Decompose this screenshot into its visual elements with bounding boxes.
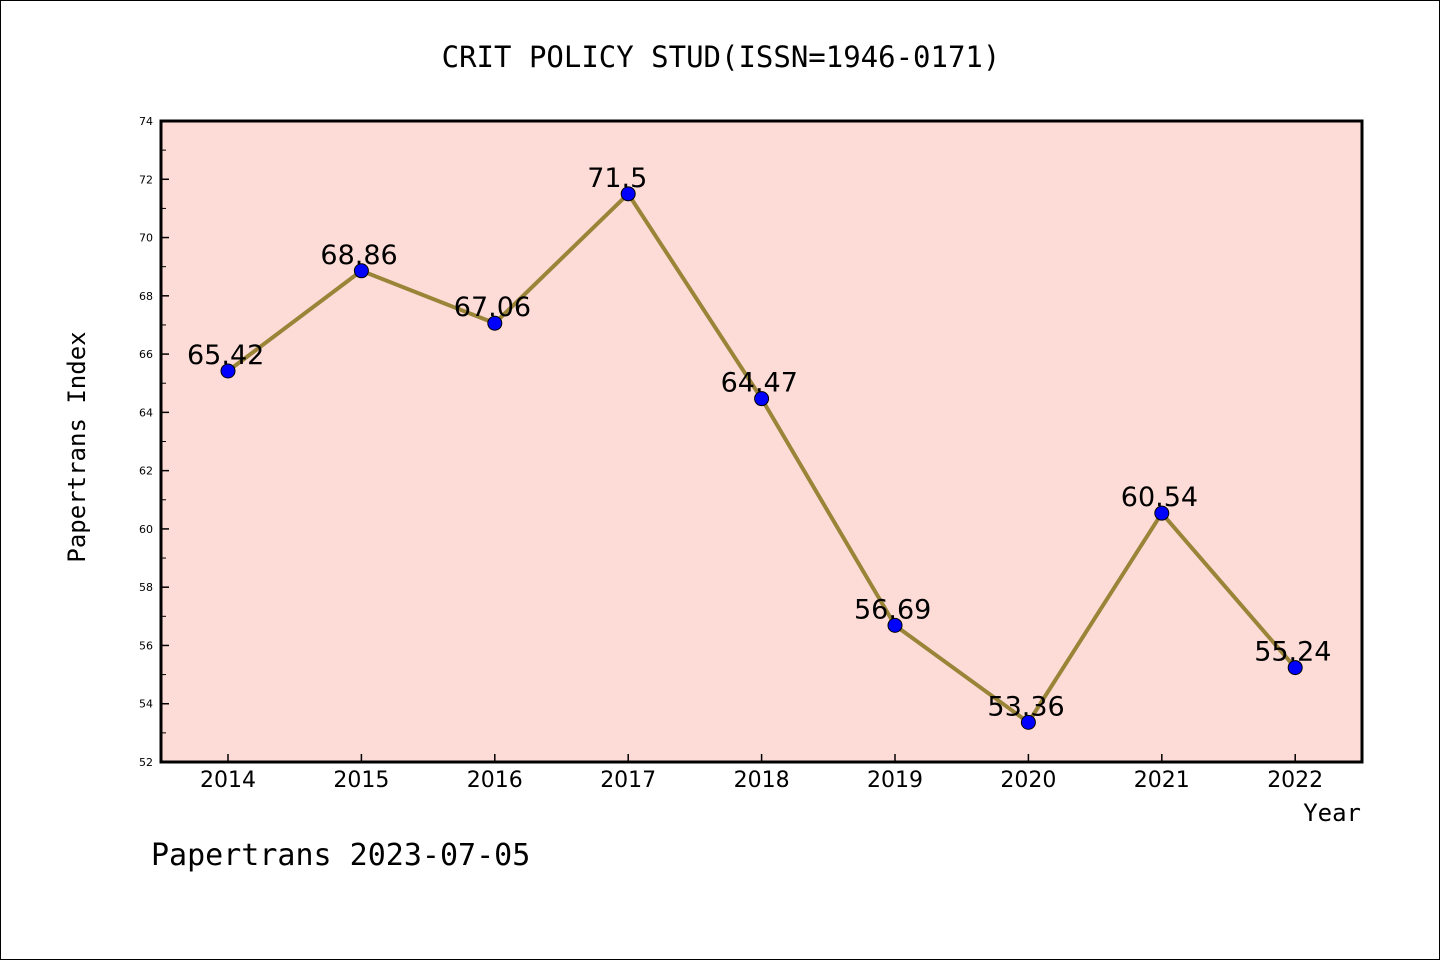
x-tick-label: 2020 bbox=[1000, 768, 1056, 793]
data-label: 67.06 bbox=[454, 292, 531, 323]
data-label: 64.47 bbox=[721, 368, 798, 399]
y-tick-label: 52 bbox=[139, 756, 153, 769]
data-point bbox=[220, 363, 236, 379]
data-point bbox=[1020, 714, 1036, 730]
data-point bbox=[754, 391, 770, 407]
y-tick-label: 72 bbox=[139, 173, 153, 186]
data-label: 53.36 bbox=[987, 691, 1064, 722]
data-label: 68.86 bbox=[320, 240, 397, 271]
y-tick-label: 70 bbox=[139, 232, 153, 245]
data-labels: 65.42 68.86 67.06 71.5 64.47 56.69 53.36 60.54 5… bbox=[187, 163, 1331, 723]
y-tick-label: 66 bbox=[139, 348, 153, 361]
data-point bbox=[1154, 505, 1170, 521]
plot-border bbox=[159, 119, 1364, 764]
data-point bbox=[620, 186, 636, 202]
x-tick-label: 2019 bbox=[867, 768, 923, 793]
data-label: 60.54 bbox=[1121, 482, 1198, 513]
data-point bbox=[887, 617, 903, 633]
x-tick-label: 2016 bbox=[467, 768, 523, 793]
plot-area bbox=[161, 121, 1362, 762]
y-tick-label: 58 bbox=[139, 581, 153, 594]
y-tick-label: 54 bbox=[139, 698, 153, 711]
chart-title: CRIT POLICY STUD(ISSN=1946-0171) bbox=[442, 40, 1001, 74]
data-label: 56.69 bbox=[854, 594, 931, 625]
x-tick-label: 2017 bbox=[600, 768, 656, 793]
series-markers bbox=[220, 186, 1303, 730]
y-tick-label: 74 bbox=[139, 115, 153, 128]
x-axis-ticks: 2014 2015 2016 2017 2018 2019 2020 2021 2022 bbox=[200, 754, 1323, 793]
y-tick-label: 60 bbox=[139, 523, 153, 536]
footer-watermark: Papertrans 2023-07-05 bbox=[151, 838, 530, 873]
x-tick-label: 2018 bbox=[734, 768, 790, 793]
x-tick-label: 2021 bbox=[1134, 768, 1190, 793]
data-label: 55.24 bbox=[1254, 637, 1331, 668]
data-point bbox=[1287, 660, 1303, 676]
y-tick-label: 56 bbox=[139, 639, 153, 652]
x-tick-label: 2014 bbox=[200, 768, 256, 793]
data-label: 65.42 bbox=[187, 340, 264, 371]
data-label: 71.5 bbox=[587, 163, 647, 194]
y-axis-label: Papertrans Index bbox=[63, 331, 91, 562]
y-tick-label: 68 bbox=[139, 290, 153, 303]
y-tick-label: 64 bbox=[139, 406, 153, 419]
y-tick-label: 62 bbox=[139, 465, 153, 478]
x-tick-label: 2022 bbox=[1267, 768, 1323, 793]
data-point bbox=[353, 263, 369, 279]
x-axis-label: Year bbox=[1303, 799, 1361, 827]
data-point bbox=[487, 315, 503, 331]
x-tick-label: 2015 bbox=[333, 768, 389, 793]
